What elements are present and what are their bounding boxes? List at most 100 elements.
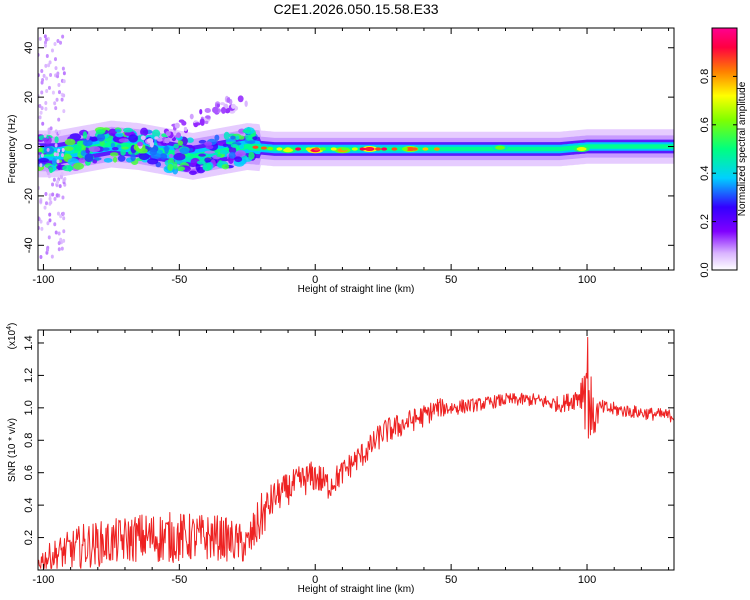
spectrogram-speck bbox=[53, 57, 57, 62]
spectrogram-speck bbox=[50, 48, 54, 53]
spectrogram-speck bbox=[62, 238, 66, 243]
spectrogram-ridge-dash bbox=[391, 147, 398, 151]
spectrogram-speck bbox=[224, 107, 231, 114]
spectrogram-ridge-dash bbox=[401, 147, 408, 151]
spectrogram-speck bbox=[62, 229, 66, 234]
spectrogram-ridge-dash bbox=[365, 147, 372, 151]
spectrogram-speck bbox=[43, 133, 47, 138]
spectrogram-blob bbox=[173, 152, 186, 161]
spectrogram-speck bbox=[56, 152, 60, 157]
spectrogram-blob bbox=[118, 138, 129, 143]
x-tick-label: 100 bbox=[578, 574, 596, 586]
spectrogram-speck bbox=[39, 163, 43, 168]
spectrogram-blob bbox=[137, 148, 148, 154]
spectrogram-blob bbox=[81, 144, 86, 152]
colorbar-label: Normalized spectral amplitude bbox=[737, 81, 748, 216]
spectrogram-blob bbox=[38, 157, 50, 163]
spectrogram-speck bbox=[44, 191, 48, 196]
y-tick-label: -40 bbox=[23, 237, 35, 253]
spectrogram-speck bbox=[61, 34, 65, 39]
spectrogram-speck bbox=[46, 221, 50, 226]
spectrogram-speck bbox=[231, 103, 236, 109]
spectrogram-speck bbox=[43, 40, 47, 45]
spectrogram-speck bbox=[39, 199, 43, 204]
spectrogram-y-label: Frequency (Hz) bbox=[7, 115, 18, 184]
spectrogram-speck bbox=[57, 83, 61, 88]
spectrogram-speck bbox=[59, 40, 63, 45]
spectrogram-speck bbox=[60, 97, 64, 102]
snr-frame bbox=[37, 329, 675, 571]
spectrogram-blob bbox=[230, 143, 239, 148]
spectrogram-speck bbox=[43, 205, 47, 210]
spectrogram-blob bbox=[235, 150, 246, 157]
y-tick-label: 0.4 bbox=[23, 497, 35, 512]
spectrogram-speck bbox=[56, 179, 60, 184]
spectrogram-blob bbox=[186, 137, 194, 143]
spectrogram-x-axis: -100 -50 0 50 100 bbox=[32, 28, 670, 286]
spectrogram-speck bbox=[55, 97, 59, 102]
spectrogram-blob bbox=[205, 144, 214, 150]
x-tick-label: 50 bbox=[445, 274, 457, 286]
spectrogram-speck bbox=[47, 235, 51, 240]
spectrogram-blob bbox=[196, 160, 206, 165]
spectrogram-blob bbox=[42, 137, 49, 142]
spectrogram-ridge-dash bbox=[351, 147, 358, 151]
spectrogram-blob bbox=[117, 155, 126, 162]
spectrogram-blob bbox=[202, 163, 207, 171]
spectrogram-blob bbox=[167, 163, 174, 171]
y-tick-label: 0 bbox=[23, 143, 35, 149]
spectrogram-blob bbox=[82, 131, 88, 140]
spectrogram-ridge-dash bbox=[320, 147, 327, 151]
spectrogram-ridge-dash bbox=[411, 147, 418, 151]
spectrogram-speck bbox=[204, 120, 209, 125]
spectrogram-blob bbox=[84, 153, 94, 163]
spectrogram-blob bbox=[138, 153, 150, 161]
spectrogram-blob bbox=[159, 153, 168, 160]
spectrogram-speck bbox=[48, 218, 52, 223]
x-tick-label: -100 bbox=[32, 574, 54, 586]
spectrogram-speck bbox=[40, 80, 44, 85]
spectrogram-speck bbox=[244, 100, 248, 107]
spectrogram-speck bbox=[57, 247, 61, 252]
spectrogram-speck bbox=[39, 254, 43, 259]
spectrogram-speck bbox=[47, 85, 51, 90]
x-tick-label: 50 bbox=[445, 574, 457, 586]
spectrogram-ridge-dash bbox=[359, 147, 366, 151]
spectrogram-speck bbox=[53, 41, 57, 46]
x-tick-label: 0 bbox=[312, 274, 318, 286]
spectrogram-speck bbox=[44, 201, 48, 206]
spectrogram-blob bbox=[242, 129, 251, 133]
spectrogram-blob bbox=[78, 158, 86, 164]
spectrogram-speck bbox=[39, 219, 43, 224]
spectrogram-blob bbox=[195, 162, 201, 171]
spectrogram-blob bbox=[222, 143, 228, 148]
y-tick-label: 1.4 bbox=[23, 335, 35, 350]
spectrogram-speck bbox=[38, 115, 42, 120]
colorbar-tick-label: 0.0 bbox=[699, 262, 711, 277]
spectrogram-blob bbox=[82, 139, 93, 147]
colorbar: 0.0 0.2 0.4 0.6 0.8 Normalized spectral ampl… bbox=[699, 27, 748, 278]
spectrogram-ridge-dash bbox=[330, 147, 337, 151]
spectrogram-blob bbox=[116, 144, 122, 148]
spectrogram-speck bbox=[46, 171, 50, 176]
spectrogram-speck bbox=[60, 171, 64, 176]
spectrogram-speck bbox=[47, 63, 51, 68]
spectrogram-speck bbox=[57, 130, 61, 135]
spectrogram-speck bbox=[200, 118, 205, 126]
spectrogram-blob bbox=[164, 145, 169, 155]
spectrogram-blob bbox=[110, 142, 116, 148]
colorbar-ticks: 0.0 0.2 0.4 0.6 0.8 bbox=[699, 69, 737, 278]
spectrogram-speck bbox=[199, 108, 203, 115]
spectrogram-speck bbox=[40, 226, 44, 231]
y-tick-label: 1.2 bbox=[23, 368, 35, 383]
spectrogram-speck bbox=[51, 182, 55, 187]
snr-y-axis: 0.2 0.4 0.6 0.8 1.0 1.2 1.4 bbox=[23, 335, 674, 545]
spectrogram-speck bbox=[183, 126, 188, 132]
spectrogram-blob bbox=[238, 128, 246, 134]
spectrogram-blob bbox=[189, 147, 194, 152]
spectrogram-speck bbox=[45, 53, 49, 58]
spectrogram-ridge-dash bbox=[313, 147, 320, 151]
y-tick-label: 20 bbox=[23, 91, 35, 103]
spectrogram-blob bbox=[247, 140, 256, 145]
spectrogram-speck bbox=[59, 175, 63, 180]
